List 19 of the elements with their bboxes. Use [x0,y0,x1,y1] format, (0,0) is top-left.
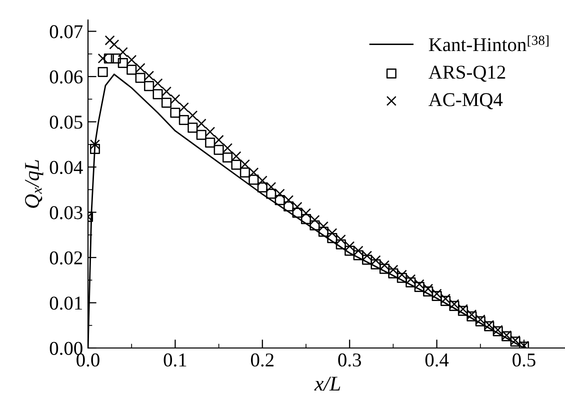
x-tick-label: 0.3 [338,353,361,367]
x-tick-label: 0.2 [250,353,274,367]
y-tick-label: 0.03 [50,206,82,220]
y-tick-label: 0.07 [50,25,83,38]
y-tick-label: 0.01 [50,296,82,310]
x-tick-label: 0.0 [76,353,100,367]
legend-label: Kant-Hinton$^{[38]}$ [428,35,548,52]
x-tick-label: 0.5 [512,353,536,367]
x-tick-label: 0.1 [164,353,186,367]
y-tick-label: 0.00 [50,342,82,356]
x-axis-title: x/L [314,376,340,391]
legend-label: ARS-Q12 [428,66,506,82]
x-tick-label: 0.4 [425,353,449,367]
y-axis-title: Q$_{x}$/qL [25,160,44,208]
y-tick-label: 0.06 [50,70,83,84]
y-tick-label: 0.04 [50,160,83,174]
y-tick-label: 0.05 [50,116,82,129]
y-tick-label: 0.02 [50,251,82,265]
legend-label: AC-MQ4 [428,93,503,110]
